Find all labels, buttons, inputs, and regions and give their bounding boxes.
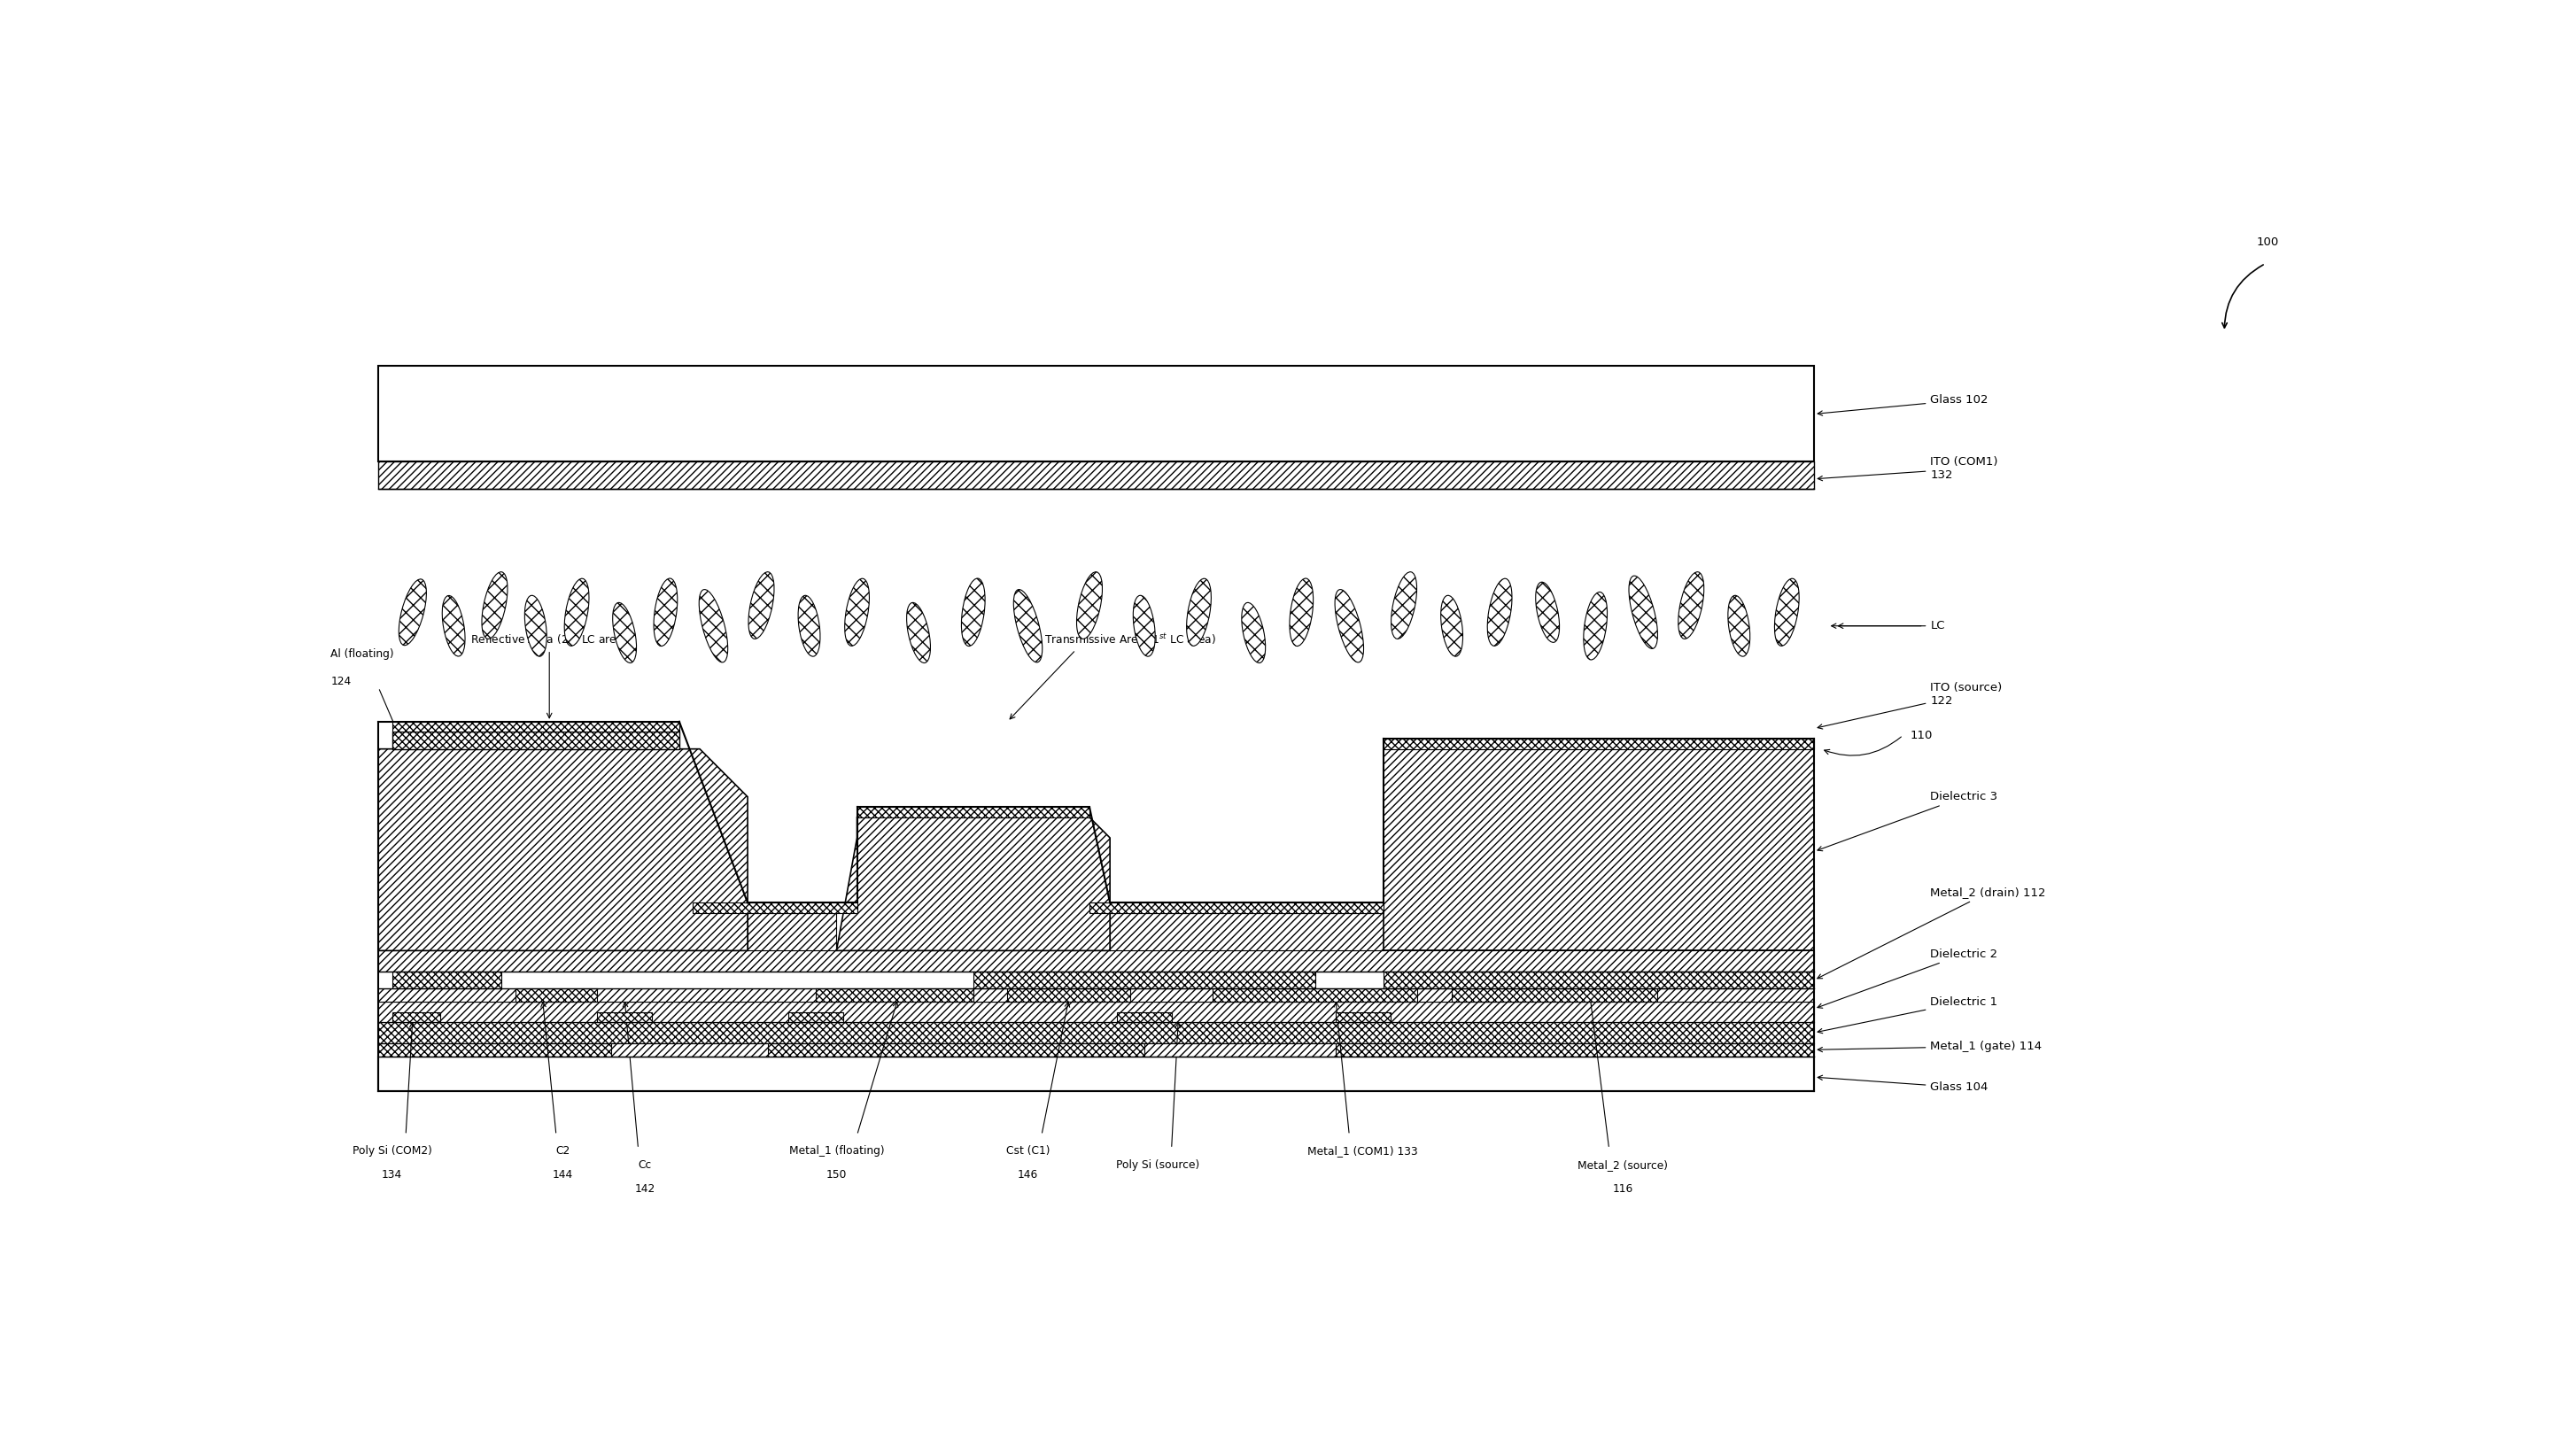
- Bar: [1452, 989, 1658, 1002]
- Ellipse shape: [1291, 578, 1314, 646]
- Text: Glass 102: Glass 102: [1817, 395, 1989, 415]
- Bar: [598, 1012, 652, 1022]
- Text: 124: 124: [331, 676, 352, 687]
- Text: 146: 146: [1019, 1169, 1039, 1181]
- Bar: [516, 989, 598, 1002]
- Bar: [377, 1042, 1814, 1057]
- Ellipse shape: [749, 572, 775, 639]
- Bar: [693, 903, 857, 913]
- Bar: [1383, 971, 1814, 989]
- Text: Al (floating): Al (floating): [331, 648, 395, 660]
- Polygon shape: [837, 817, 1111, 951]
- Ellipse shape: [962, 578, 985, 646]
- Text: 150: 150: [826, 1169, 847, 1181]
- Text: 116: 116: [1611, 1184, 1632, 1194]
- Bar: [973, 971, 1314, 989]
- Ellipse shape: [1078, 572, 1103, 639]
- Text: Dielectric 3: Dielectric 3: [1817, 791, 1999, 850]
- Ellipse shape: [565, 578, 590, 646]
- Bar: [857, 807, 1091, 817]
- Text: 144: 144: [552, 1169, 572, 1181]
- Ellipse shape: [844, 578, 870, 646]
- Ellipse shape: [1678, 572, 1704, 639]
- Bar: [377, 462, 1814, 489]
- Text: Metal_1 (gate) 114: Metal_1 (gate) 114: [1817, 1041, 2043, 1053]
- Bar: [377, 1002, 1814, 1022]
- Ellipse shape: [1488, 578, 1511, 646]
- Text: Dielectric 2: Dielectric 2: [1817, 948, 1999, 1008]
- Text: Transmissive Area (1$^{st}$ LC area): Transmissive Area (1$^{st}$ LC area): [1044, 632, 1216, 646]
- Ellipse shape: [698, 590, 729, 662]
- Ellipse shape: [482, 572, 508, 639]
- Polygon shape: [1383, 748, 1814, 951]
- Bar: [377, 1022, 1814, 1042]
- Ellipse shape: [798, 596, 821, 657]
- Text: Cc: Cc: [639, 1159, 652, 1171]
- Text: LC: LC: [1832, 620, 1945, 632]
- Polygon shape: [377, 748, 747, 951]
- Ellipse shape: [1440, 596, 1463, 657]
- Bar: [1116, 1012, 1173, 1022]
- Ellipse shape: [523, 596, 547, 657]
- Bar: [377, 1057, 1814, 1091]
- Ellipse shape: [906, 603, 931, 662]
- Bar: [1091, 903, 1383, 913]
- Text: 110: 110: [1909, 729, 1932, 741]
- Ellipse shape: [654, 578, 677, 646]
- Bar: [377, 365, 1814, 462]
- Text: Poly Si (COM2): Poly Si (COM2): [352, 1146, 431, 1158]
- Text: 134: 134: [382, 1169, 403, 1181]
- Ellipse shape: [1334, 590, 1363, 662]
- Bar: [393, 732, 680, 748]
- Text: 100: 100: [2256, 236, 2279, 248]
- Bar: [1383, 738, 1814, 748]
- Polygon shape: [747, 913, 837, 951]
- Ellipse shape: [1534, 582, 1560, 642]
- Polygon shape: [1111, 913, 1383, 951]
- Text: ITO (COM1)
132: ITO (COM1) 132: [1817, 456, 1999, 480]
- Text: Metal_2 (source): Metal_2 (source): [1578, 1159, 1668, 1171]
- Ellipse shape: [1727, 596, 1750, 657]
- Bar: [816, 989, 973, 1002]
- Bar: [1214, 989, 1416, 1002]
- Ellipse shape: [1134, 596, 1155, 657]
- Ellipse shape: [1391, 572, 1416, 639]
- Ellipse shape: [613, 603, 636, 662]
- Ellipse shape: [1776, 578, 1799, 646]
- Ellipse shape: [1583, 593, 1606, 660]
- Text: 142: 142: [634, 1184, 654, 1194]
- Text: Poly Si (source): Poly Si (source): [1116, 1159, 1198, 1171]
- Ellipse shape: [1629, 575, 1658, 649]
- Bar: [1144, 1042, 1334, 1057]
- Text: Metal_2 (drain) 112: Metal_2 (drain) 112: [1817, 887, 2045, 978]
- Bar: [1334, 1012, 1391, 1022]
- Text: Reflective Area (2$^{nd}$ LC area): Reflective Area (2$^{nd}$ LC area): [470, 632, 629, 646]
- Bar: [377, 989, 1814, 1002]
- Text: Metal_1 (floating): Metal_1 (floating): [788, 1146, 885, 1158]
- Text: Metal_1 (COM1) 133: Metal_1 (COM1) 133: [1309, 1146, 1419, 1158]
- Ellipse shape: [1014, 590, 1042, 662]
- Text: Cst (C1): Cst (C1): [1006, 1146, 1049, 1158]
- Bar: [377, 951, 1814, 971]
- Text: Dielectric 1: Dielectric 1: [1817, 996, 1999, 1034]
- Ellipse shape: [441, 596, 464, 657]
- Bar: [611, 1042, 767, 1057]
- Text: Glass 104: Glass 104: [1817, 1076, 1989, 1093]
- Bar: [393, 1012, 439, 1022]
- Ellipse shape: [398, 579, 426, 645]
- Bar: [1008, 989, 1132, 1002]
- Bar: [393, 971, 500, 989]
- Ellipse shape: [1185, 578, 1211, 646]
- Bar: [788, 1012, 844, 1022]
- Text: ITO (source)
122: ITO (source) 122: [1817, 681, 2001, 729]
- Text: C2: C2: [557, 1146, 570, 1158]
- Bar: [393, 722, 680, 732]
- Ellipse shape: [1242, 603, 1265, 662]
